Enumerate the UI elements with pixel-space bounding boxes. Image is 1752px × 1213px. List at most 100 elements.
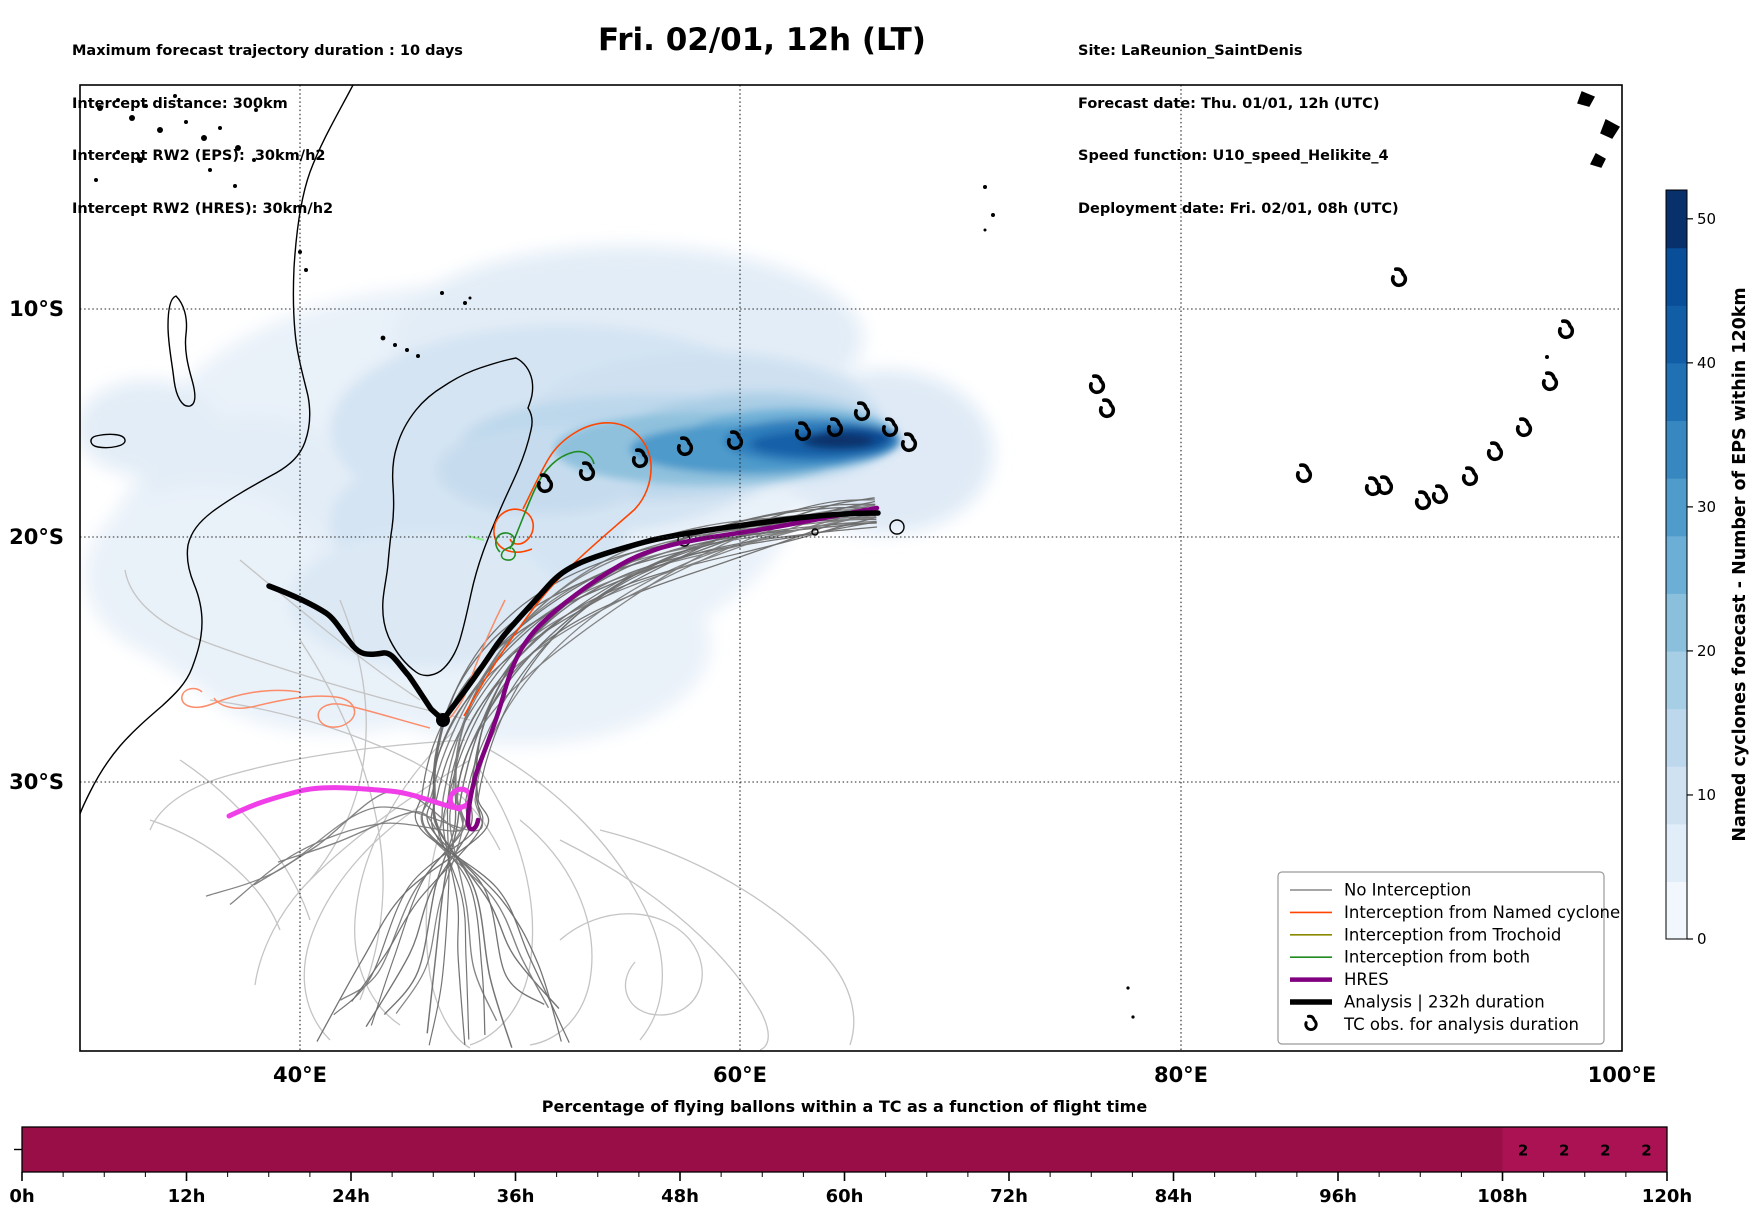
colorbar-segment <box>1666 708 1687 767</box>
intercept-rw2-eps-line: Intercept RW2 (EPS): 30km/h2 <box>72 148 326 164</box>
island-outline <box>889 519 905 535</box>
island-dot <box>252 158 256 162</box>
lat-tick-label: 20°S <box>9 525 64 549</box>
intercept-rw2-hres-line: Intercept RW2 (HRES): 30km/h2 <box>72 200 334 217</box>
trajectory-no-interception <box>209 699 501 851</box>
trajectory-no-interception <box>489 749 663 1041</box>
trajectory-no-interception <box>149 739 466 831</box>
trajectory-no-interception <box>519 819 593 1046</box>
x-tick-label: 96h <box>1319 1186 1357 1207</box>
island-dot <box>235 145 241 151</box>
tc-symbol-icon <box>1390 267 1408 288</box>
map-gridlines <box>80 85 1622 1051</box>
tc-symbol-icon <box>1295 463 1313 484</box>
island-dot <box>137 157 143 163</box>
lon-tick-label: 60°E <box>713 1063 767 1087</box>
island-dot <box>393 343 397 347</box>
map-legend: No Interception Interception from Named c… <box>1277 871 1620 1045</box>
x-tick-label: 48h <box>661 1186 699 1207</box>
map-frame <box>79 84 1623 1052</box>
island-dot <box>983 228 987 232</box>
x-tick-label: 120h <box>1642 1186 1692 1207</box>
colorbar-tick-label: 30 <box>1697 498 1716 516</box>
island-dot <box>298 250 302 254</box>
colorbar-segment <box>1666 650 1687 710</box>
tc-symbol-icon <box>1541 371 1559 392</box>
colorbar-outline <box>1665 189 1688 940</box>
trajectory-no-interception <box>559 839 769 1051</box>
tc-symbol-icon <box>1461 466 1479 487</box>
colorbar-segment <box>1666 593 1687 652</box>
island-dot <box>233 184 237 188</box>
x-tick-label: 24h <box>332 1186 370 1207</box>
trajectory-both <box>495 532 516 561</box>
trajectory-eps-member <box>420 515 877 1009</box>
island-dot <box>405 348 409 352</box>
x-tick-label: 36h <box>497 1186 535 1207</box>
colorbar-segment <box>1666 535 1687 594</box>
analysis-track-west <box>266 583 446 723</box>
x-tick-label: 84h <box>1155 1186 1193 1207</box>
colorbar-tick-label: 40 <box>1697 354 1716 372</box>
map-axis-labels: 10°S 20°S 30°S 40°E 60°E 80°E 100°E <box>9 297 1656 1087</box>
trajectory-no-interception <box>299 639 384 1001</box>
trajectory-named-cyclone <box>493 508 534 553</box>
lon-tick-label: 80°E <box>1154 1063 1208 1087</box>
bar-chart-title: Percentage of flying ballons within a TC… <box>542 1097 1148 1116</box>
colorbar-segment <box>1666 420 1687 479</box>
tc-symbol-icon <box>1486 441 1504 462</box>
island-dot <box>116 150 120 154</box>
island-dot <box>254 108 258 112</box>
trajectory-no-interception <box>303 799 431 1041</box>
trajectory-no-interception <box>559 913 703 1016</box>
island-dot <box>173 94 177 98</box>
island-dot <box>218 126 222 130</box>
trajectory-named-cyclone-far <box>213 695 431 729</box>
island-dot <box>1126 986 1130 990</box>
trajectory-no-interception <box>239 559 421 701</box>
tc-symbol-icon <box>1098 398 1116 419</box>
colorbar-segment <box>1666 305 1687 364</box>
legend-label: Analysis | 232h duration <box>1344 993 1545 1012</box>
lon-tick-label: 100°E <box>1588 1063 1657 1087</box>
site-info-block: Site: LaReunion_SaintDenis Forecast date… <box>1078 8 1399 253</box>
tc-percentage-label: 2 <box>1518 1142 1528 1160</box>
legend-label: Interception from Trochoid <box>1344 925 1561 944</box>
no-interception-trajectories-light <box>124 559 855 1051</box>
forecast-date-line: Forecast date: Thu. 01/01, 12h (UTC) <box>1078 95 1380 112</box>
lat-tick-label: 30°S <box>9 770 64 794</box>
eps-density-shading <box>80 246 993 745</box>
legend-label: Interception from both <box>1344 948 1530 967</box>
trajectory-eps-member <box>414 503 876 1043</box>
map-border <box>79 84 1623 1052</box>
x-tick-label: 0h <box>9 1186 34 1207</box>
island-dot <box>1545 355 1549 359</box>
island-dot <box>184 120 188 124</box>
x-tick-label: 108h <box>1477 1186 1527 1207</box>
intercept-distance-line: Intercept distance: 300km <box>72 95 288 112</box>
coastline <box>80 85 354 815</box>
tc-percentage-label: 2 <box>1641 1142 1651 1160</box>
run-parameters-block: Maximum forecast trajectory duration : 1… <box>72 8 463 253</box>
island-dot <box>157 127 163 133</box>
island-dot <box>416 354 420 358</box>
tc-symbol-icon <box>1557 319 1575 340</box>
colorbar-tick-label: 0 <box>1697 930 1707 948</box>
trajectory-no-interception <box>179 759 311 921</box>
colorbar-segment <box>1666 766 1687 825</box>
island-dot <box>94 178 98 182</box>
deployment-date-line: Deployment date: Fri. 02/01, 08h (UTC) <box>1078 200 1399 217</box>
tc-symbol-icon <box>1515 417 1533 438</box>
island-dot <box>1131 1015 1135 1019</box>
flight-time-bar <box>22 1127 1667 1172</box>
island-dot <box>463 301 467 305</box>
legend-box <box>1277 871 1605 1045</box>
island-dot <box>440 291 444 295</box>
legend-label: TC obs. for analysis duration <box>1343 1015 1579 1034</box>
trajectory-named-cyclone-far <box>181 687 301 708</box>
island-outline <box>811 528 819 536</box>
island <box>1600 119 1620 139</box>
tc-percentage-label: 2 <box>1559 1142 1569 1160</box>
